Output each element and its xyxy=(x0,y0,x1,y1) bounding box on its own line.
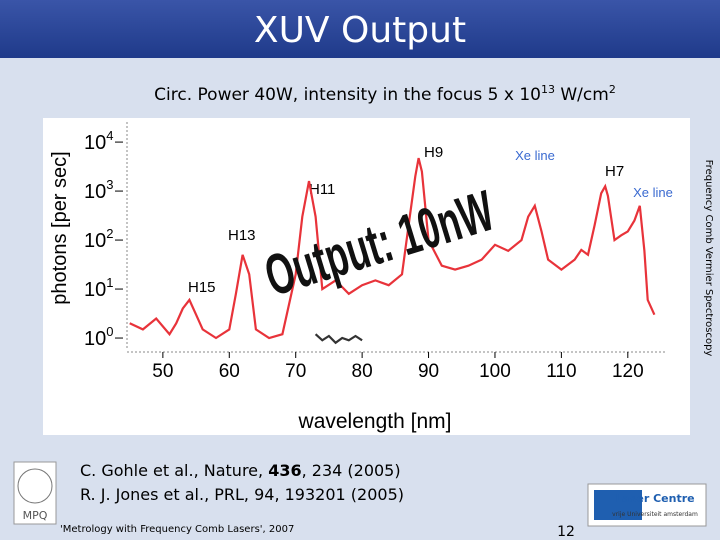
data-line xyxy=(129,157,656,340)
header-bar xyxy=(0,0,720,58)
footer-text: 'Metrology with Frequency Comb Lasers', … xyxy=(60,524,294,535)
logo-mark xyxy=(594,490,642,520)
y-tick-label: 104 xyxy=(84,128,113,154)
x-tick-label: 80 xyxy=(352,361,373,382)
annotation: Xe line xyxy=(633,185,673,200)
logo-text: MPQ xyxy=(23,509,48,522)
x-tick-label: 120 xyxy=(612,361,644,382)
x-tick-label: 90 xyxy=(418,361,439,382)
y-tick-base: 10 xyxy=(84,328,106,350)
page-number: 12 xyxy=(557,524,575,540)
right-logo: Laser Centre vrije Universiteit amsterda… xyxy=(587,483,707,527)
x-tick-label: 110 xyxy=(546,361,576,382)
logo-text: Laser Centre xyxy=(615,492,694,505)
logo-box xyxy=(13,461,57,525)
y-tick-exponent: 0 xyxy=(106,324,113,339)
subtitle-unit-exponent: 2 xyxy=(609,83,616,96)
subtitle: Circ. Power 40W, intensity in the focus … xyxy=(154,83,616,105)
annotation: H13 xyxy=(228,227,256,244)
y-tick-label: 100 xyxy=(84,324,113,350)
y-tick-base: 10 xyxy=(84,230,106,252)
side-text: Frequency Comb Vermier Spectroscopy xyxy=(703,160,714,357)
title: XUV Output xyxy=(254,10,466,51)
subtitle-exponent: 13 xyxy=(541,83,555,96)
y-tick-base: 10 xyxy=(84,181,106,203)
data-line xyxy=(314,333,363,345)
reference-text: , 234 (2005) xyxy=(302,461,401,480)
y-tick-exponent: 1 xyxy=(106,275,113,290)
x-tick-label: 70 xyxy=(285,361,306,382)
annotation: H11 xyxy=(309,181,335,198)
annotation: H9 xyxy=(424,144,443,161)
annotation: H15 xyxy=(188,279,216,296)
y-tick-label: 102 xyxy=(84,226,113,252)
y-tick-base: 10 xyxy=(84,132,106,154)
y-tick-exponent: 2 xyxy=(106,226,113,241)
reference-bold: 436 xyxy=(268,461,301,480)
y-axis-label: photons [per sec] xyxy=(49,151,71,304)
y-tick-label: 103 xyxy=(84,177,113,203)
reference: R. J. Jones et al., PRL, 94, 193201 (200… xyxy=(80,485,404,504)
chart: photons [per sec] wavelength [nm] H15 H1… xyxy=(43,118,690,435)
annotation-text: Xe line xyxy=(515,148,555,163)
x-axis-label: wavelength [nm] xyxy=(298,410,452,433)
x-tick-label: 50 xyxy=(152,361,173,382)
reference-text: C. Gohle et al., Nature, xyxy=(80,461,268,480)
logo-subtext: vrije Universiteit amsterdam xyxy=(612,511,698,518)
y-tick-label: 101 xyxy=(84,275,113,301)
annotation: Xe line xyxy=(515,148,555,163)
x-tick-label: 60 xyxy=(219,361,240,382)
chart-panel xyxy=(43,118,690,435)
y-tick-exponent: 3 xyxy=(106,177,113,192)
annotation: H7 xyxy=(605,163,624,180)
subtitle-unit: W/cm xyxy=(555,85,609,105)
logo-seal xyxy=(17,468,53,504)
reference: C. Gohle et al., Nature, 436, 234 (2005) xyxy=(80,461,401,480)
x-tick-label: 100 xyxy=(479,361,511,382)
y-tick-exponent: 4 xyxy=(106,128,113,143)
subtitle-text: Circ. Power 40W, intensity in the focus … xyxy=(154,85,541,105)
y-tick-base: 10 xyxy=(84,279,106,301)
left-logo: MPQ xyxy=(13,461,57,525)
